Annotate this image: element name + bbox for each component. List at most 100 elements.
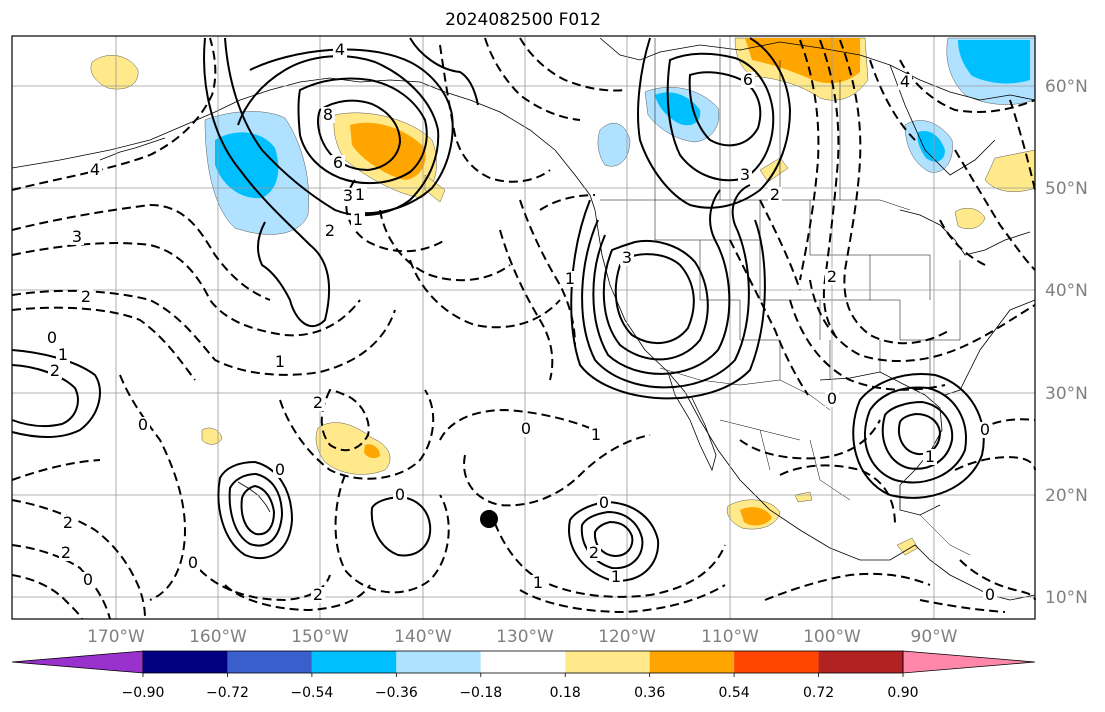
lon-tick-label: 100°W	[803, 627, 861, 647]
contour-negative	[279, 389, 435, 480]
shade-positive-core	[350, 122, 426, 180]
contour-positive	[593, 520, 634, 558]
colorbar-tick-label: 0.36	[634, 685, 665, 701]
colorbar-tick-label: 0.54	[719, 685, 750, 701]
contour-label-bg	[88, 162, 102, 178]
contour-label: 2	[63, 513, 73, 532]
shade-positive-core	[364, 444, 380, 459]
figure-title: 2024082500 F012	[445, 10, 601, 30]
contour-label: 3	[740, 165, 750, 184]
contour-label-bg	[81, 572, 95, 588]
contour-label-bg	[61, 515, 75, 531]
map-frame	[11, 35, 1036, 620]
contour-negative	[334, 474, 450, 594]
lat-tick-label: 20°N	[1045, 486, 1088, 506]
contour-label-bg	[333, 42, 347, 58]
colorbar-segment	[480, 651, 566, 673]
contour-negative	[729, 239, 809, 396]
map-background	[12, 36, 1035, 619]
contour-label: 0	[827, 389, 837, 408]
contour-negative	[839, 39, 951, 345]
contour-label: 1	[925, 447, 935, 466]
contour-negative	[764, 572, 931, 601]
lat-tick-label: 40°N	[1045, 281, 1088, 301]
contour-negative	[954, 456, 1036, 471]
contour-label-bg	[351, 212, 365, 228]
colorbar-segment	[396, 651, 481, 673]
contour-label: 0	[275, 460, 285, 479]
lon-tick-label: 140°W	[394, 627, 452, 647]
border-central-america	[919, 514, 971, 556]
border-province	[654, 38, 841, 200]
contour-positive	[666, 52, 775, 182]
contour-positive	[852, 373, 985, 499]
border-us-mexico	[659, 367, 831, 411]
contour-label: 2	[313, 393, 323, 412]
border-mexico-state	[719, 419, 851, 501]
coastline-hudson	[889, 64, 996, 176]
coastline-aleutians	[99, 137, 166, 161]
contour-positive	[688, 71, 762, 147]
border-state	[870, 254, 961, 340]
contour-negative	[379, 209, 511, 282]
contour-label-bg	[311, 395, 325, 411]
contour-label: 1	[611, 567, 621, 586]
contour-negative	[779, 464, 896, 526]
shade-negative-core	[917, 130, 945, 162]
contour-label-bg	[531, 575, 545, 591]
lat-tick-label: 30°N	[1045, 384, 1088, 404]
lon-tick-label: 130°W	[496, 627, 554, 647]
contour-positive	[898, 412, 942, 456]
shade-positive-region	[201, 427, 223, 445]
contour-negative	[11, 242, 361, 337]
contour-negative	[919, 599, 1006, 613]
colorbar-extend-low	[11, 650, 144, 674]
contour-negative	[789, 299, 946, 391]
contour-label-bg	[978, 422, 992, 438]
shade-negative-core	[958, 40, 1030, 84]
colorbar-tick-label: 0.72	[803, 685, 834, 701]
contour-negative	[11, 574, 83, 620]
contour-label-bg	[79, 289, 93, 305]
contour-label-bg	[898, 74, 912, 90]
contour-positive	[370, 495, 432, 557]
contour-label: 3	[343, 186, 353, 205]
colorbar-segment	[734, 651, 819, 673]
contour-positive	[203, 37, 331, 328]
contour-label-bg	[589, 427, 603, 443]
colorbar-segment	[818, 651, 903, 673]
contour-label-bg	[273, 462, 287, 478]
contour-label: 2	[827, 267, 837, 286]
contour-label: 1	[355, 185, 365, 204]
contour-negative	[11, 544, 111, 620]
contour-positive	[602, 239, 709, 361]
contour-label-bg	[353, 187, 367, 203]
shade-positive-region	[794, 491, 813, 503]
grid-lines	[12, 36, 1035, 619]
contour-label: 6	[333, 153, 343, 172]
contour-label: 1	[353, 210, 363, 229]
contour-positive	[409, 37, 479, 106]
contour-positive	[881, 400, 954, 470]
contour-positive	[592, 189, 731, 375]
contour-negative	[519, 584, 726, 614]
contour-positive	[864, 386, 967, 484]
coastline-east	[944, 299, 1036, 396]
longitude-labels: 170°W 160°W 150°W 140°W 130°W 120°W 110°W 100°W…	[87, 627, 958, 647]
contour-label-bg	[48, 363, 62, 379]
contour-positive	[11, 364, 79, 428]
colorbar-tick-label: −0.54	[290, 685, 333, 701]
contour-label: 0	[188, 553, 198, 572]
border-us-canada	[600, 199, 911, 211]
contour-label: 2	[50, 361, 60, 380]
shade-positive-core	[745, 38, 860, 84]
contour-label-bg	[609, 569, 623, 585]
lat-tick-label: 10°N	[1045, 588, 1088, 608]
latitude-labels: 60°N 50°N 40°N 30°N 20°N 10°N	[1045, 77, 1088, 608]
contour-label: 0	[521, 419, 531, 438]
shade-positive-core	[740, 507, 772, 526]
contour-label: 6	[743, 70, 753, 89]
